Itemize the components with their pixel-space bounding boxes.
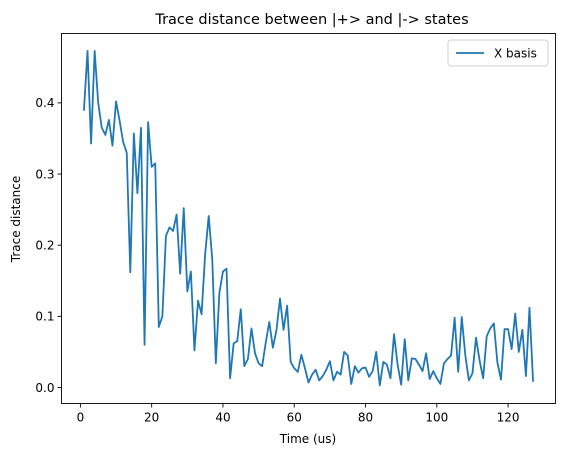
x-tick-label: 120	[497, 411, 520, 425]
x-tick-label: 60	[287, 411, 302, 425]
series-line-x-basis	[83, 50, 534, 387]
x-axis-label: Time (us)	[279, 432, 336, 446]
legend-box	[447, 39, 549, 67]
y-tick-label: 0.1	[35, 310, 54, 324]
y-tick-label: 0.4	[35, 96, 54, 110]
x-tick-label: 40	[215, 411, 230, 425]
y-axis-label: Trace distance	[9, 176, 23, 264]
legend-label: X basis	[494, 47, 537, 61]
x-tick-label: 80	[358, 411, 373, 425]
plot-frame	[61, 33, 556, 404]
legend: X basis	[447, 39, 549, 67]
x-tick-label: 20	[144, 411, 159, 425]
y-tick-label: 0.2	[35, 238, 54, 252]
plot-area: 0 20 40 60 80 100 120 0.0 0.1 0.2 0.3 0.4	[35, 50, 534, 425]
y-tick-label: 0.0	[35, 381, 54, 395]
x-tick-label: 100	[425, 411, 448, 425]
y-tick-label: 0.3	[35, 167, 54, 181]
x-tick-label: 0	[77, 411, 85, 425]
chart-title: Trace distance between |+> and |-> state…	[154, 12, 468, 28]
